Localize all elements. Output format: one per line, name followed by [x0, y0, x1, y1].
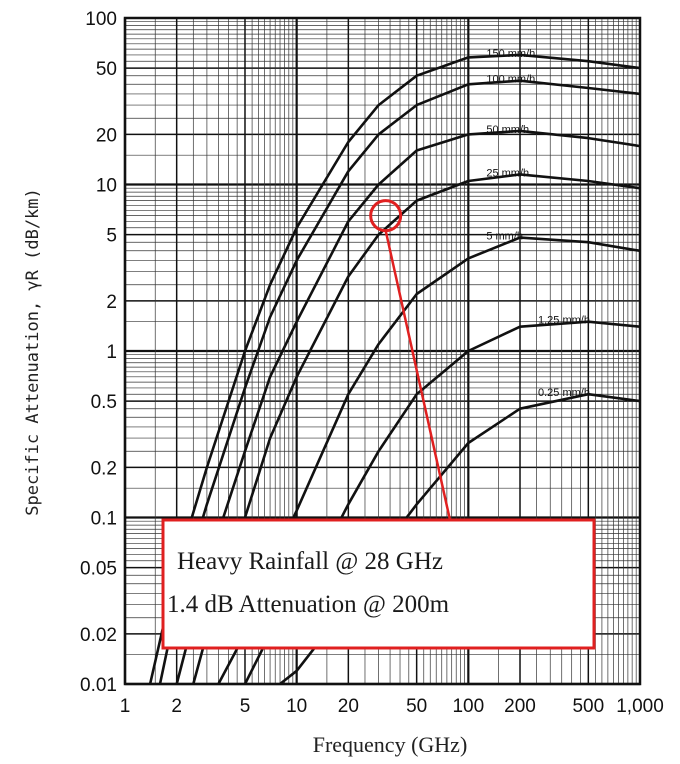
y-tick-label: 0.05: [80, 559, 117, 580]
series-label-2: 50 mm/h: [486, 124, 529, 136]
x-tick-label: 10: [286, 696, 307, 717]
y-axis-label: Specific Attenuation, γR (dB/km): [23, 188, 43, 516]
x-tick-label: 5: [240, 696, 251, 717]
y-tick-label: 0.02: [80, 625, 117, 646]
y-tick-label: 2: [106, 292, 117, 313]
y-tick-label: 0.5: [91, 392, 117, 413]
annotation-line-2: 1.4 dB Attenuation @ 200m: [167, 591, 450, 618]
series-label-0: 150 mm/h: [486, 48, 535, 60]
y-tick-label: 1: [106, 342, 117, 363]
x-tick-label: 1: [120, 696, 131, 717]
series-label-5: 1.25 mm/h: [538, 315, 590, 327]
y-axis-ticks: 100 50 20 10 5 2 1 0.5 0.2 0.1 0.05 0.02 0.01: [80, 9, 117, 696]
curve-labels: 150 mm/h 100 mm/h 50 mm/h 25 mm/h 5 mm/h 1.25…: [486, 48, 590, 399]
annotation-box: [161, 518, 596, 650]
x-tick-label: 500: [572, 696, 604, 717]
plot-border: [123, 16, 642, 686]
x-tick-label: 1,000: [616, 696, 664, 717]
series-line-1: [158, 79, 641, 685]
plot-frame: [123, 16, 642, 686]
series-line-0: [148, 53, 641, 685]
y-tick-label: 10: [96, 176, 117, 197]
series-line-2: [175, 129, 641, 685]
x-tick-label: 100: [452, 696, 484, 717]
x-tick-label: 200: [504, 696, 536, 717]
y-tick-label: 5: [106, 226, 117, 247]
annotation-line-1: Heavy Rainfall @ 28 GHz: [177, 548, 443, 575]
y-tick-label: 0.01: [80, 675, 117, 696]
series-label-4: 5 mm/h: [486, 231, 523, 243]
y-tick-label: 100: [85, 9, 117, 30]
series-label-3: 25 mm/h: [486, 167, 529, 179]
x-tick-label: 50: [406, 696, 427, 717]
y-tick-label: 50: [96, 59, 117, 80]
x-axis-ticks: 1 2 5 10 20 50 100 200 500 1,000: [120, 696, 664, 717]
annotation: Heavy Rainfall @ 28 GHz 1.4 dB Attenuati…: [161, 199, 596, 650]
annotation-highlight-circle: [369, 199, 403, 233]
x-tick-label: 20: [338, 696, 359, 717]
y-tick-label: 20: [96, 125, 117, 146]
y-tick-label: 0.1: [91, 509, 117, 530]
annotation-pointer-line: [384, 230, 452, 521]
x-tick-label: 2: [171, 696, 182, 717]
y-tick-label: 0.2: [91, 458, 117, 479]
x-axis-label: Frequency (GHz): [313, 732, 468, 757]
series-label-6: 0.25 mm/h: [538, 387, 590, 399]
series-label-1: 100 mm/h: [486, 74, 535, 86]
